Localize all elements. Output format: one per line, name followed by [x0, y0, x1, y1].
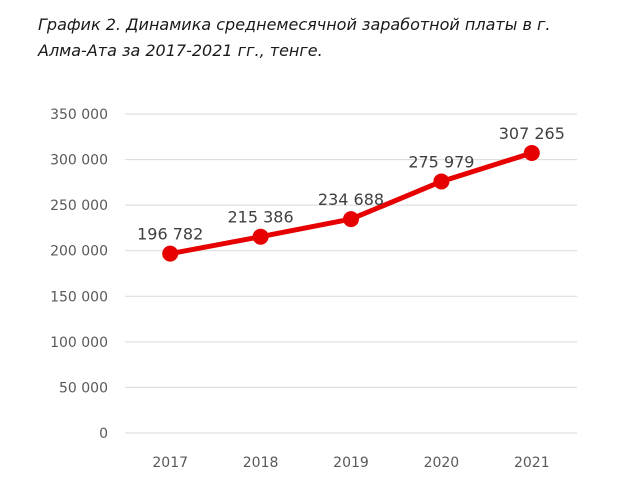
y-axis-tick-labels: 0 50 000 100 000 150 000 200 000 250 000 300 0… — [50, 107, 108, 442]
y-tick-label: 150 000 — [50, 289, 108, 305]
data-point — [523, 144, 540, 161]
data-point — [433, 173, 450, 190]
data-points — [162, 144, 540, 262]
gridlines — [125, 113, 577, 434]
x-tick-label: 2017 — [152, 455, 188, 471]
x-axis-tick-labels: 2017 2018 2019 2020 2021 — [152, 455, 549, 471]
data-label: 234 688 — [318, 190, 384, 209]
chart-title: График 2. Динамика среднемесячной зарабо… — [38, 15, 551, 60]
x-tick-label: 2018 — [243, 455, 279, 471]
x-tick-label: 2019 — [333, 455, 369, 471]
y-tick-label: 300 000 — [50, 153, 108, 169]
data-labels: 196 782 215 386 234 688 275 979 307 265 — [137, 124, 565, 244]
y-tick-label: 100 000 — [50, 335, 108, 351]
data-label: 196 782 — [137, 225, 203, 244]
data-label: 275 979 — [408, 152, 474, 171]
data-point — [343, 211, 359, 228]
y-tick-label: 250 000 — [50, 198, 108, 214]
data-point — [252, 228, 269, 245]
x-tick-label: 2021 — [514, 455, 550, 471]
data-label: 215 386 — [228, 208, 294, 227]
y-tick-label: 50 000 — [59, 380, 108, 396]
y-tick-label: 0 — [99, 426, 108, 442]
y-tick-label: 200 000 — [50, 244, 108, 260]
x-tick-label: 2020 — [424, 455, 460, 471]
data-label: 307 265 — [499, 124, 565, 143]
y-tick-label: 350 000 — [50, 107, 108, 123]
data-point — [162, 245, 179, 262]
